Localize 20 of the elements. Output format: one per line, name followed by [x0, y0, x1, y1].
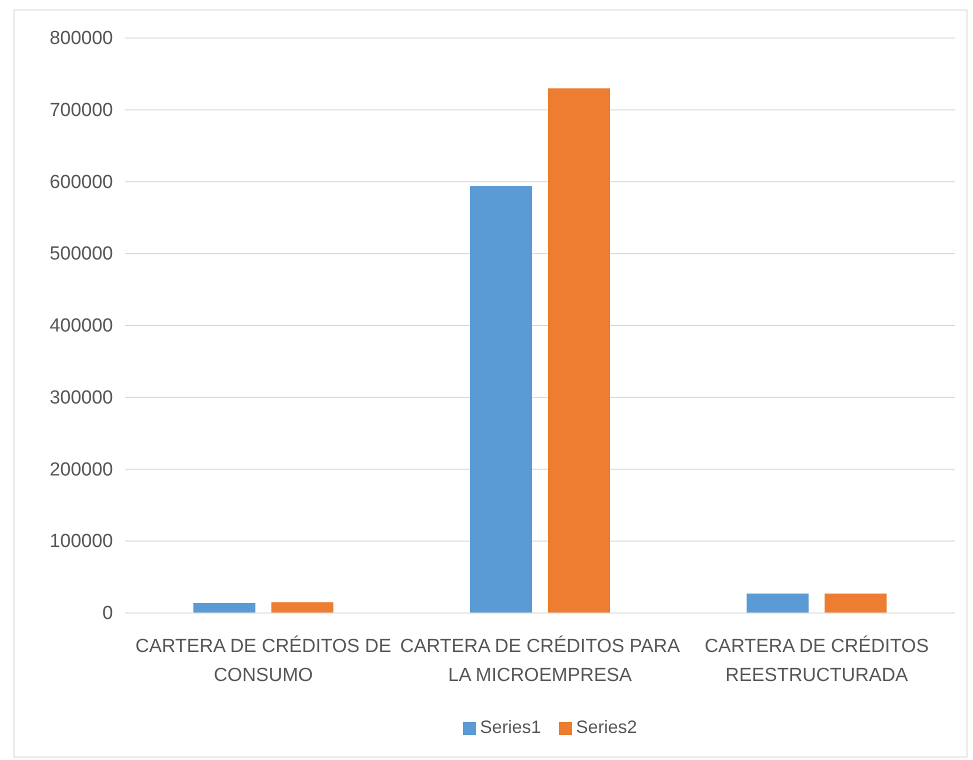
- bar: [271, 602, 334, 613]
- y-tick-label: 200000: [50, 459, 113, 480]
- bar: [746, 594, 809, 613]
- y-tick-label: 500000: [50, 244, 113, 265]
- legend-label: Series1: [480, 717, 541, 737]
- y-tick-label: 600000: [50, 172, 113, 193]
- bar: [548, 88, 610, 613]
- y-tick-label: 100000: [50, 531, 113, 552]
- bar: [470, 186, 532, 613]
- bar: [824, 594, 887, 613]
- y-tick-label: 300000: [50, 387, 113, 408]
- bar: [193, 602, 256, 613]
- x-tick-label: CARTERA DE CRÉDITOS DE CONSUMO: [135, 635, 392, 686]
- x-tick-label: CARTERA DE CRÉDITOS REESTRUCTURADA: [704, 635, 929, 686]
- x-tick-label: CARTERA DE CRÉDITOS PARA LA MICROEMPRESA: [400, 635, 680, 686]
- y-tick-label: 800000: [50, 28, 113, 50]
- y-tick-label: 700000: [50, 100, 113, 121]
- y-tick-label: 0: [102, 603, 113, 624]
- y-tick-label: 400000: [50, 316, 113, 337]
- legend-label: Series2: [576, 717, 638, 737]
